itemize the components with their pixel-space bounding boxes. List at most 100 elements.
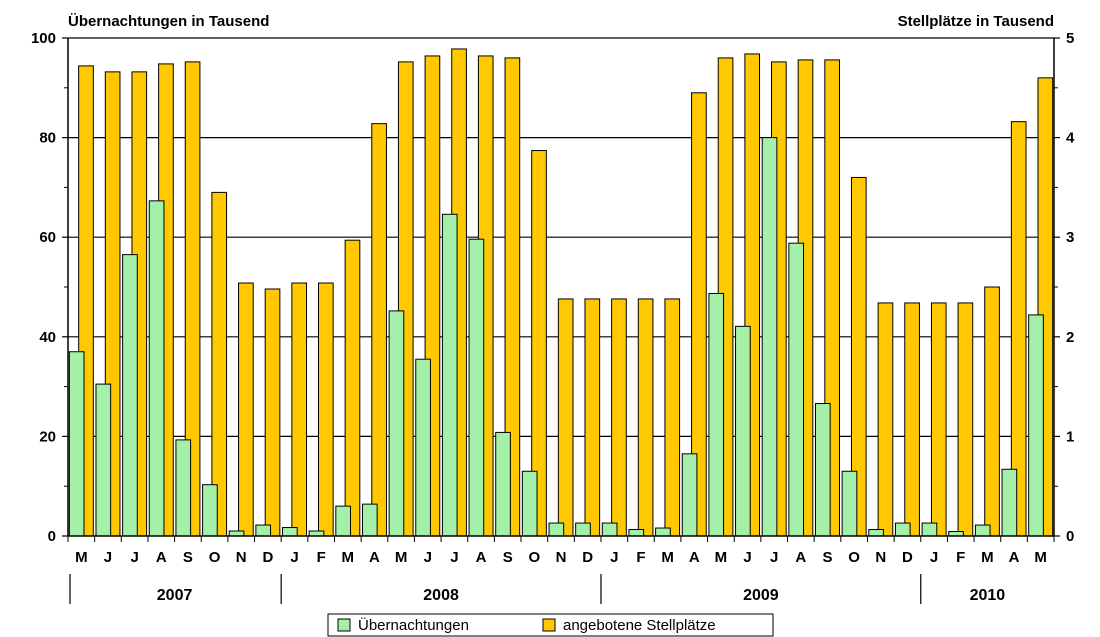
bar-uebernachtungen bbox=[681, 453, 698, 537]
month-label: J bbox=[104, 549, 112, 566]
left-tick-labels: 0 20 40 60 80 100 bbox=[31, 30, 56, 545]
month-label: J bbox=[770, 549, 778, 566]
bar-uebernachtungen bbox=[521, 470, 538, 537]
bar-stellplaetze bbox=[957, 302, 974, 537]
bar-uebernachtungen bbox=[841, 470, 858, 537]
month-label: D bbox=[262, 549, 273, 566]
bar-stellplaetze bbox=[371, 123, 387, 537]
legend-swatch-stellplaetze bbox=[542, 618, 556, 632]
left-tick-label: 40 bbox=[39, 329, 56, 346]
month-label: D bbox=[582, 549, 593, 566]
bar-stellplaetze bbox=[904, 302, 920, 537]
month-label: M bbox=[342, 549, 355, 566]
bar-uebernachtungen bbox=[202, 484, 218, 537]
bar-uebernachtungen bbox=[548, 522, 565, 537]
month-label: J bbox=[930, 549, 938, 566]
bar-uebernachtungen bbox=[628, 529, 645, 537]
bar-stellplaetze bbox=[637, 298, 654, 537]
right-tick-label: 4 bbox=[1066, 130, 1075, 147]
bar-uebernachtungen bbox=[415, 358, 431, 537]
bar-uebernachtungen bbox=[468, 238, 485, 537]
bar-uebernachtungen bbox=[95, 383, 112, 537]
left-tick-label: 60 bbox=[39, 229, 56, 246]
month-label: O bbox=[529, 549, 541, 566]
bar-uebernachtungen bbox=[575, 522, 591, 537]
year-label: 2008 bbox=[423, 587, 459, 604]
month-label: M bbox=[395, 549, 408, 566]
month-label: N bbox=[556, 549, 567, 566]
right-tick-label: 0 bbox=[1066, 528, 1074, 545]
month-label: O bbox=[209, 549, 221, 566]
bar-uebernachtungen bbox=[814, 403, 831, 537]
month-label: D bbox=[902, 549, 913, 566]
bar-uebernachtungen bbox=[255, 524, 272, 537]
bar-stellplaetze bbox=[877, 302, 894, 537]
month-label: F bbox=[636, 549, 645, 566]
bar-uebernachtungen bbox=[974, 524, 991, 537]
bar-uebernachtungen bbox=[894, 522, 911, 537]
month-label: J bbox=[130, 549, 138, 566]
right-tick-label: 2 bbox=[1066, 329, 1074, 346]
legend-label-uebernachtungen: Übernachtungen bbox=[358, 616, 469, 634]
bar-uebernachtungen bbox=[788, 242, 805, 537]
bar-uebernachtungen bbox=[441, 213, 458, 537]
bar-uebernachtungen bbox=[708, 292, 725, 537]
month-label: N bbox=[236, 549, 247, 566]
bar-uebernachtungen bbox=[921, 522, 938, 537]
month-label: A bbox=[369, 549, 380, 566]
right-tick-labels: 0 1 2 3 4 5 bbox=[1066, 30, 1075, 545]
right-tick-label: 1 bbox=[1066, 428, 1074, 445]
bar-uebernachtungen bbox=[655, 527, 671, 537]
right-tick-label: 3 bbox=[1066, 229, 1074, 246]
bar-uebernachtungen bbox=[1001, 468, 1018, 537]
bar-stellplaetze bbox=[584, 298, 601, 537]
year-label: 2007 bbox=[157, 587, 193, 604]
bar-uebernachtungen bbox=[735, 325, 751, 537]
month-label: J bbox=[290, 549, 298, 566]
month-label: A bbox=[476, 549, 487, 566]
bar-uebernachtungen bbox=[122, 254, 138, 537]
month-label: J bbox=[450, 549, 458, 566]
month-label: A bbox=[156, 549, 167, 566]
bars bbox=[68, 48, 1054, 537]
left-tick-label: 20 bbox=[39, 428, 56, 445]
bar-stellplaetze bbox=[344, 239, 361, 537]
bar-stellplaetze bbox=[984, 286, 1000, 537]
bar-stellplaetze bbox=[291, 282, 308, 537]
bar-uebernachtungen bbox=[601, 522, 618, 537]
bar-uebernachtungen bbox=[761, 137, 778, 537]
left-axis-title: Übernachtungen in Tausend bbox=[68, 13, 269, 30]
month-label: M bbox=[715, 549, 728, 566]
month-label: S bbox=[503, 549, 513, 566]
month-label: N bbox=[875, 549, 886, 566]
left-tick-label: 100 bbox=[31, 30, 56, 47]
axes bbox=[62, 37, 1060, 542]
year-label: 2010 bbox=[970, 587, 1006, 604]
bar-uebernachtungen bbox=[68, 351, 85, 537]
bar-uebernachtungen bbox=[148, 200, 165, 537]
bar-uebernachtungen bbox=[495, 431, 511, 537]
month-label: J bbox=[424, 549, 432, 566]
month-label: M bbox=[75, 549, 88, 566]
month-label: M bbox=[981, 549, 994, 566]
bar-uebernachtungen bbox=[175, 439, 192, 537]
month-label: A bbox=[795, 549, 806, 566]
bar-stellplaetze bbox=[238, 282, 254, 537]
bar-uebernachtungen bbox=[1028, 314, 1044, 537]
month-label: M bbox=[661, 549, 674, 566]
bar-uebernachtungen bbox=[361, 503, 378, 537]
month-label: S bbox=[822, 549, 832, 566]
month-label: O bbox=[848, 549, 860, 566]
left-tick-label: 80 bbox=[39, 130, 56, 147]
bar-uebernachtungen bbox=[388, 310, 405, 537]
left-tick-label: 0 bbox=[48, 528, 56, 545]
bar-uebernachtungen bbox=[335, 505, 351, 537]
year-label: 2009 bbox=[743, 587, 779, 604]
legend-label-stellplaetze: angebotene Stellplätze bbox=[563, 617, 716, 634]
bar-stellplaetze bbox=[557, 298, 574, 537]
legend: Übernachtungen angebotene Stellplätze bbox=[327, 613, 774, 637]
month-label: A bbox=[689, 549, 700, 566]
month-label: A bbox=[1009, 549, 1020, 566]
